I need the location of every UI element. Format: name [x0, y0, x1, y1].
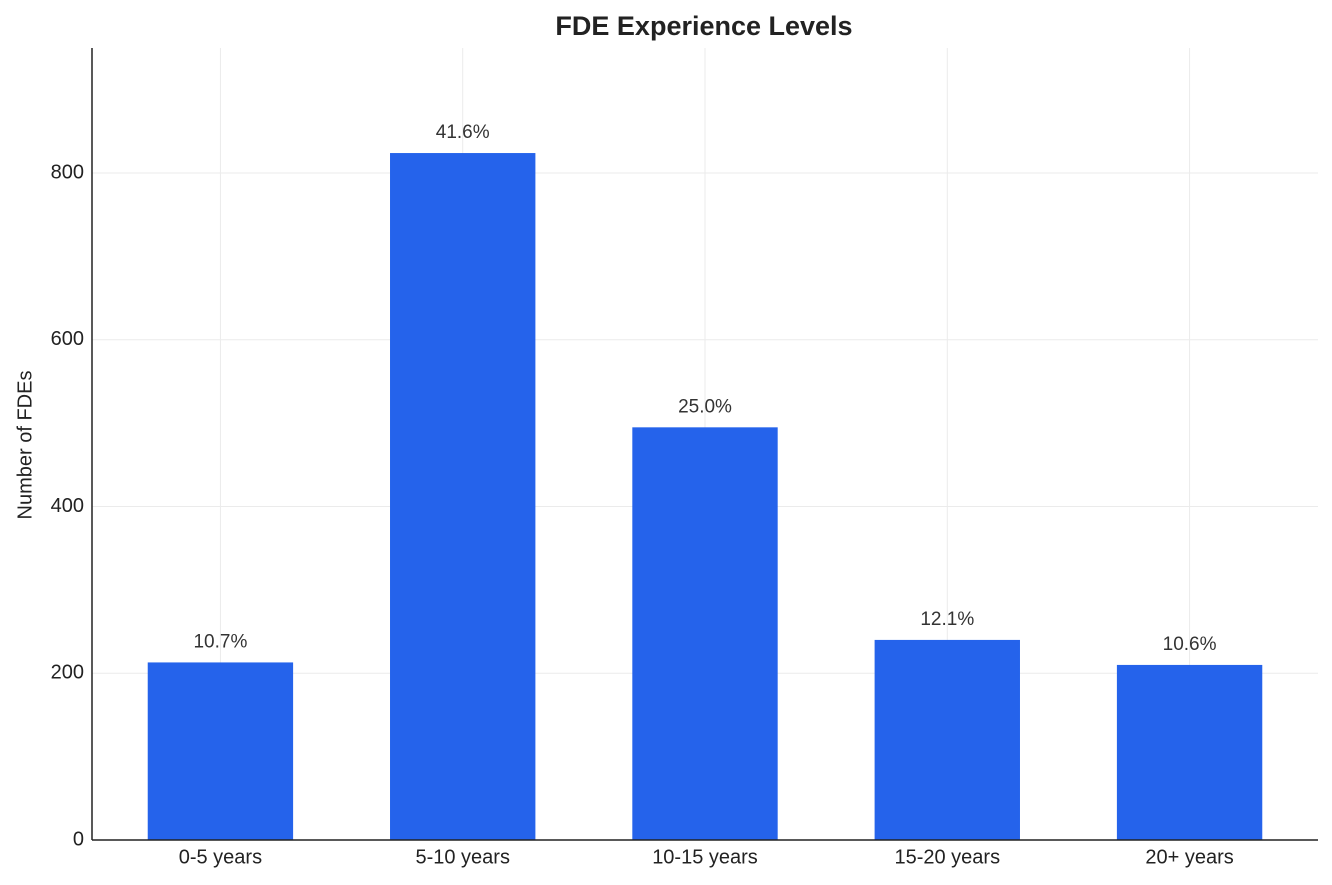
- y-tick-label: 200: [51, 662, 84, 684]
- bar-label: 10.6%: [1163, 634, 1217, 655]
- y-tick-label: 600: [51, 328, 84, 350]
- y-tick-label: 400: [51, 495, 84, 517]
- bar-label: 10.7%: [193, 631, 247, 652]
- x-tick-label: 20+ years: [1145, 846, 1233, 868]
- bar: [390, 153, 536, 841]
- x-tick-label: 10-15 years: [652, 846, 758, 868]
- bar: [1116, 664, 1263, 840]
- x-tick-label: 5-10 years: [415, 846, 510, 868]
- bar-label: 25.0%: [678, 396, 732, 417]
- bar: [874, 639, 1020, 840]
- y-tick-label: 800: [51, 161, 84, 183]
- y-axis-label: Number of FDEs: [14, 371, 36, 520]
- x-tick-label: 15-20 years: [894, 846, 1000, 868]
- bar: [147, 662, 294, 840]
- chart-title: FDE Experience Levels: [555, 11, 852, 41]
- bar: [632, 427, 778, 840]
- bar-label: 12.1%: [920, 609, 974, 630]
- y-tick-label: 0: [73, 828, 84, 850]
- x-tick-label: 0-5 years: [179, 846, 262, 868]
- bar-label: 41.6%: [436, 122, 490, 143]
